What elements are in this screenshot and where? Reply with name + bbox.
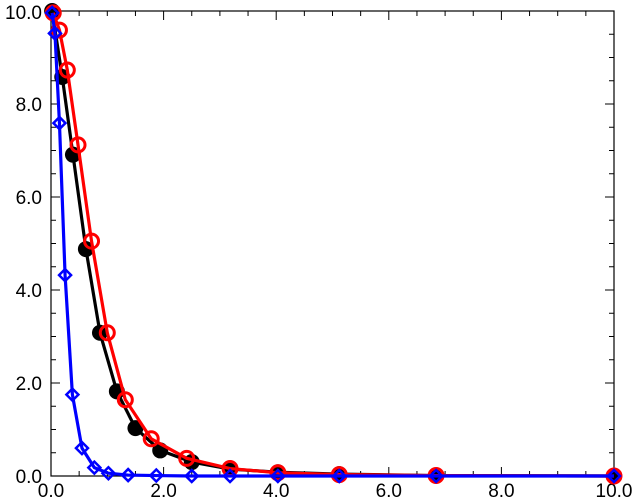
plot-frame xyxy=(50,10,615,477)
series-layer xyxy=(44,3,623,485)
series-0 xyxy=(44,3,622,484)
y-tick-label: 4.0 xyxy=(16,281,42,302)
data-point xyxy=(331,468,348,484)
data-point xyxy=(100,465,117,481)
data-point xyxy=(222,468,238,484)
data-point xyxy=(77,241,94,258)
data-point xyxy=(148,467,165,484)
data-point xyxy=(98,324,116,342)
data-point xyxy=(142,430,160,448)
axes: 0.0 2.0 4.0 6.0 8.0 10.0 0.0 2.0 4.0 6.0 8.0 10.0 xyxy=(5,3,632,500)
data-point xyxy=(178,449,196,467)
data-point xyxy=(127,420,144,437)
x-tick-label: 10.0 xyxy=(596,481,632,500)
data-point xyxy=(120,467,136,483)
x-tick-label: 8.0 xyxy=(488,481,514,500)
data-point xyxy=(47,25,63,42)
x-tick-label: 4.0 xyxy=(263,481,289,500)
data-point xyxy=(83,232,101,250)
data-point xyxy=(428,468,444,484)
data-point xyxy=(270,468,286,484)
x-tick-label: 6.0 xyxy=(376,481,402,500)
data-point xyxy=(64,386,81,403)
data-point xyxy=(58,61,76,79)
data-point xyxy=(86,459,103,476)
data-point xyxy=(74,440,90,456)
y-tick-label: 10.0 xyxy=(5,3,42,24)
data-point xyxy=(69,136,87,154)
series-2 xyxy=(44,5,622,484)
data-point xyxy=(116,391,134,409)
series-line xyxy=(50,12,614,478)
y-tick-label: 0.0 xyxy=(16,467,42,488)
series-line xyxy=(51,12,615,478)
data-point xyxy=(606,468,622,484)
data-point xyxy=(269,464,287,482)
x-tick-label: 2.0 xyxy=(150,481,176,500)
data-point xyxy=(44,5,60,21)
data-point xyxy=(57,267,73,283)
data-point xyxy=(51,115,68,131)
data-point xyxy=(183,468,200,484)
y-tick-label: 8.0 xyxy=(16,95,42,116)
series-line xyxy=(50,10,615,478)
x-tick-label: 0.0 xyxy=(38,481,64,500)
y-tick-label: 6.0 xyxy=(16,188,42,209)
y-tick-label: 2.0 xyxy=(16,374,42,395)
series-1 xyxy=(44,4,623,485)
